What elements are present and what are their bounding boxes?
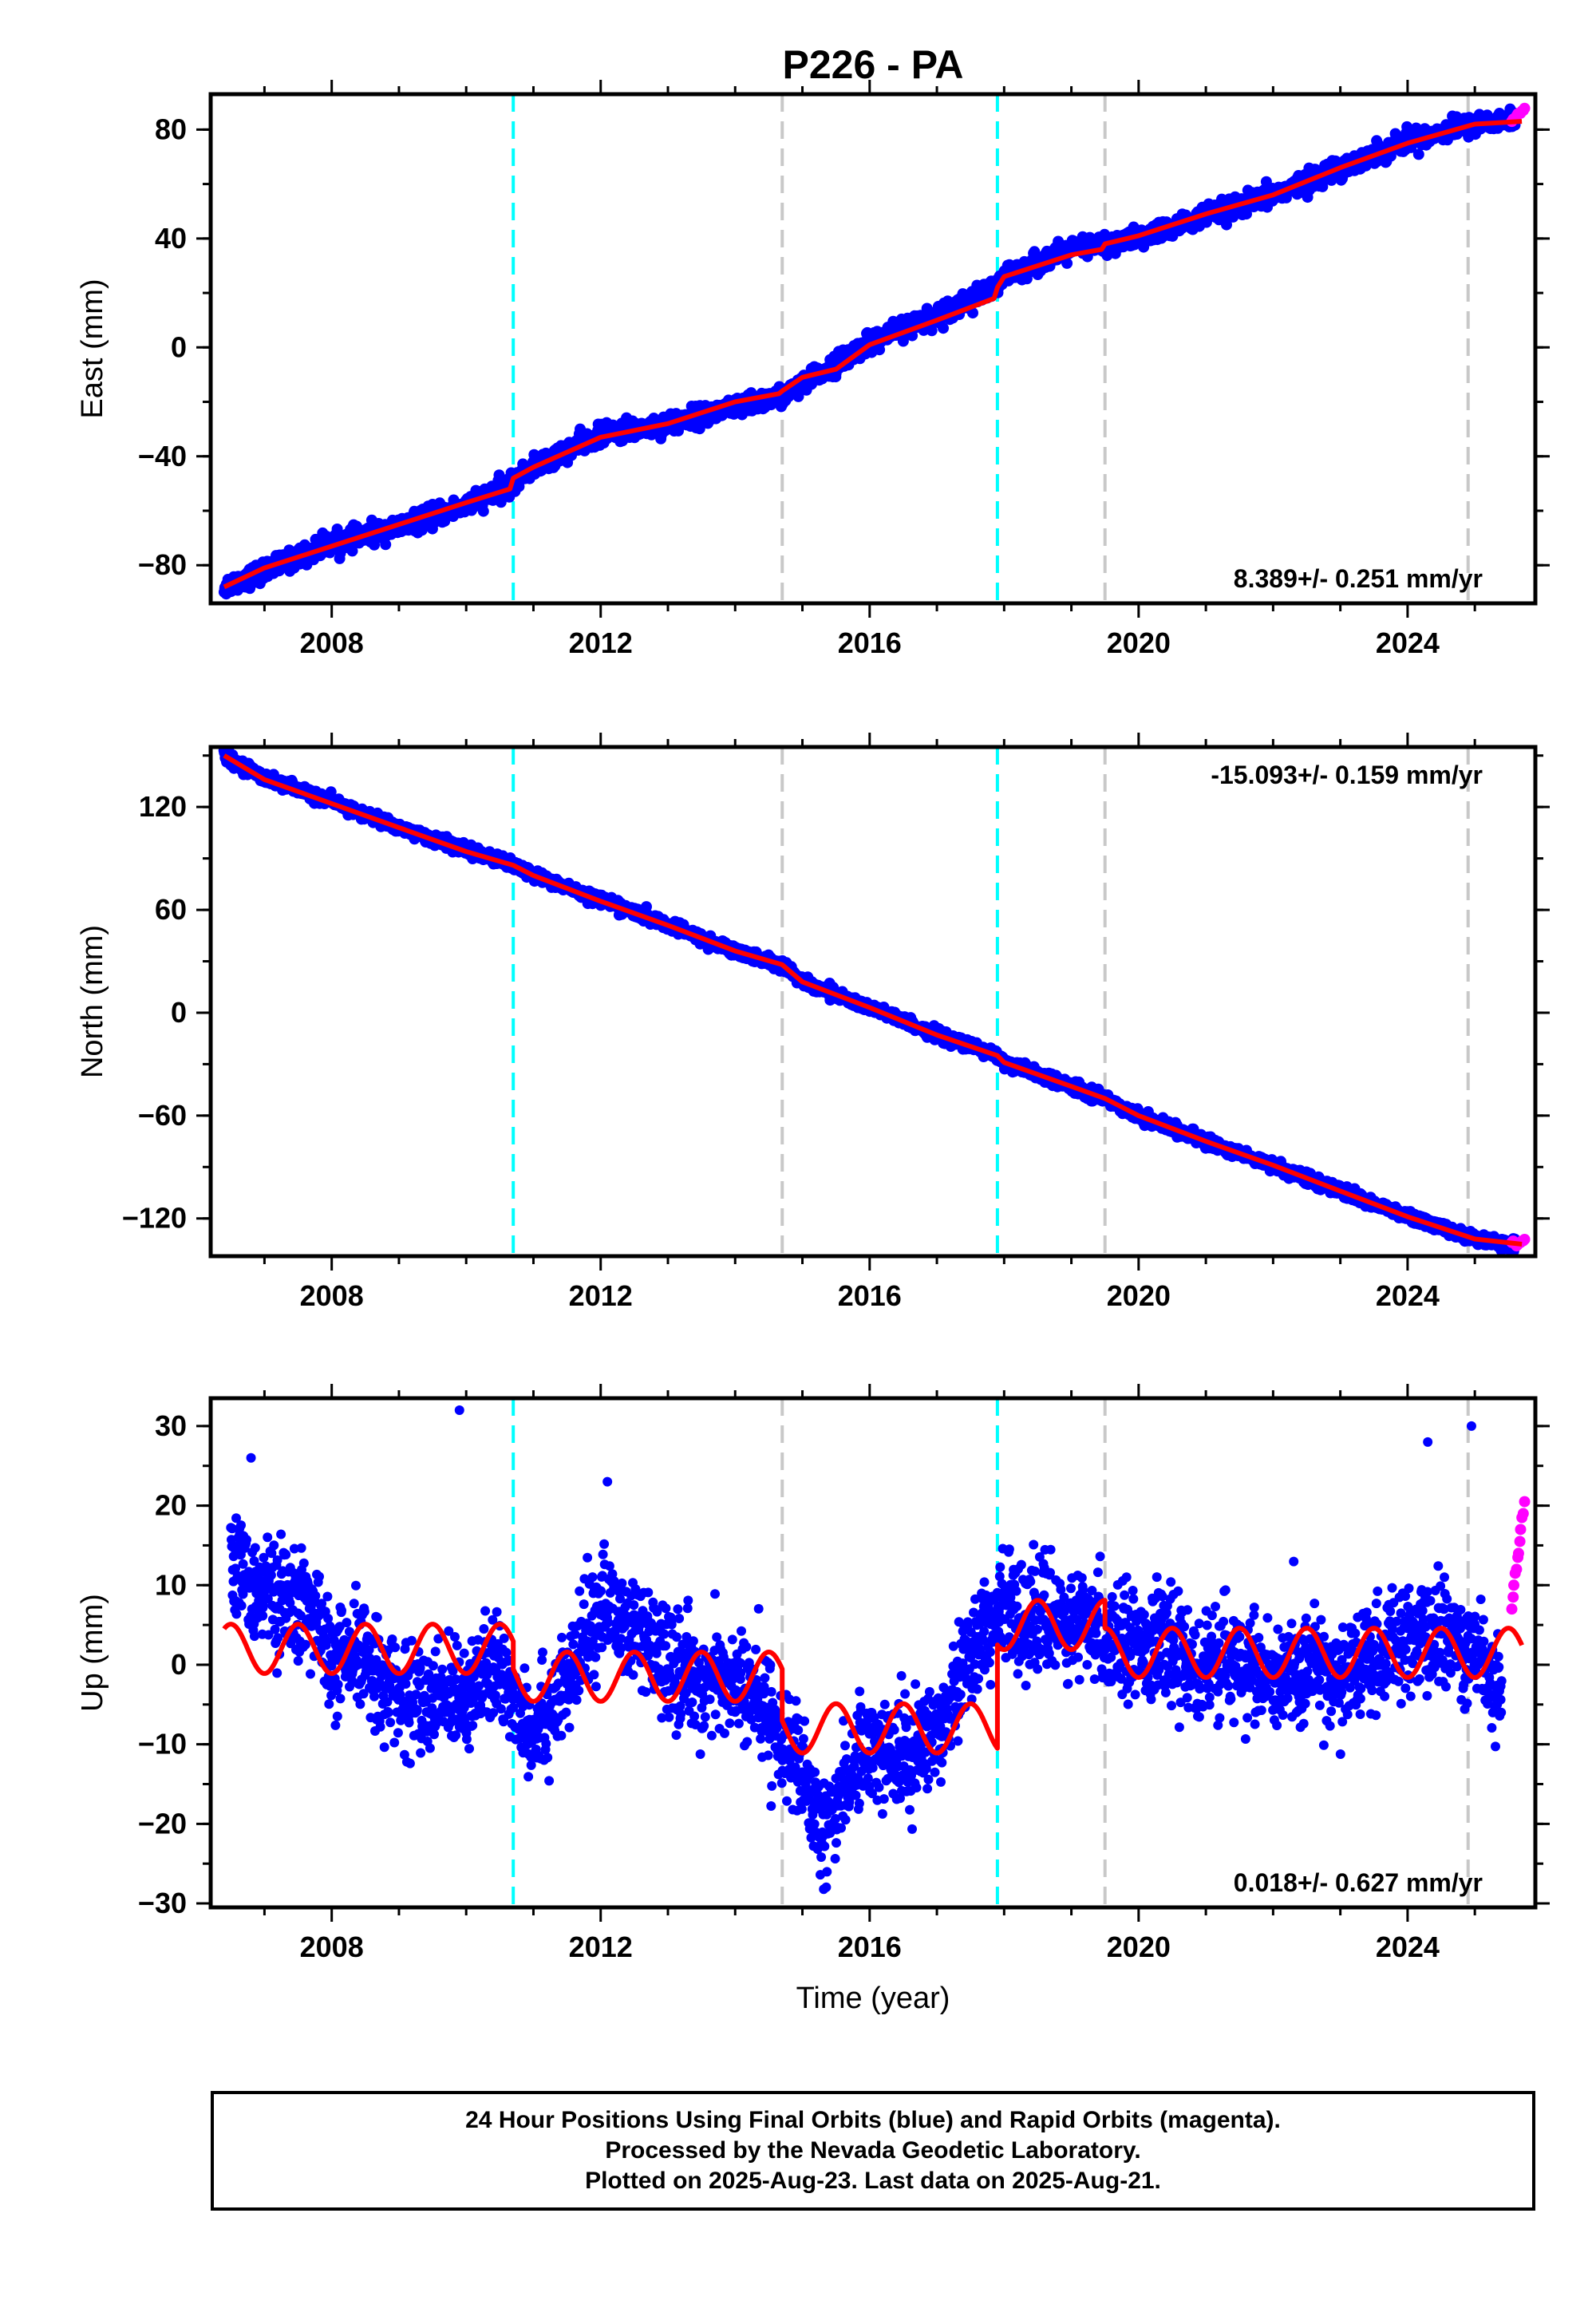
data-point — [346, 545, 358, 557]
data-point — [693, 423, 705, 435]
y-tick-label: −80 — [138, 548, 187, 581]
plot-area-1 — [218, 747, 1531, 1256]
rapid-point — [1519, 102, 1531, 114]
data-point — [1317, 180, 1329, 192]
data-point — [1412, 148, 1424, 160]
rate-annotation: 8.389+/- 0.251 mm/yr — [1234, 564, 1483, 593]
data-point — [380, 539, 392, 551]
chart-title: P226 - PA — [783, 42, 964, 87]
y-tick-label: 0 — [171, 330, 187, 363]
data-point — [495, 496, 507, 508]
y-tick-label: −40 — [138, 440, 187, 472]
data-point — [938, 322, 949, 334]
x-tick-label: 2016 — [838, 626, 902, 659]
x-tick-label: 2020 — [1107, 626, 1171, 659]
data-point — [1221, 219, 1232, 231]
y-axis-label: East (mm) — [76, 279, 109, 418]
data-point — [1227, 211, 1239, 223]
panel-0: 2008 2012 2016 2020 2024 −80 −40 0 40 80 East (mm)… — [76, 42, 1550, 659]
x-tick-label: 2024 — [1376, 626, 1440, 659]
model-fit-line — [223, 119, 1523, 590]
y-tick-label: 40 — [155, 222, 187, 255]
x-tick-label: 2008 — [300, 626, 364, 659]
y-tick-label: 80 — [155, 113, 187, 145]
data-point — [926, 325, 938, 337]
plot-frame — [208, 92, 1538, 606]
data-point — [477, 505, 489, 517]
data-point — [1061, 257, 1073, 269]
series-final-orbits — [218, 747, 1521, 1256]
plot-area-0 — [218, 94, 1531, 603]
series-final-orbits — [218, 103, 1521, 600]
x-tick-label: 2012 — [569, 626, 633, 659]
